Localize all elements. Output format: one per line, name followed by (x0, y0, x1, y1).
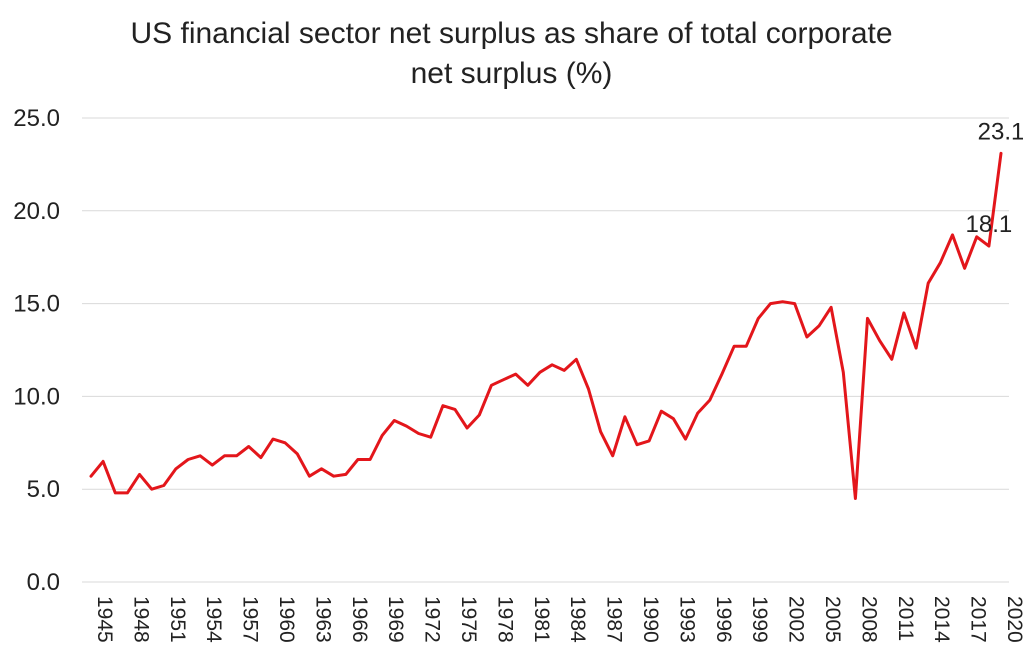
x-tick-label: 1996 (712, 596, 735, 643)
x-tick-label: 1984 (566, 596, 589, 643)
x-tick-label: 2020 (1003, 596, 1023, 643)
y-tick-label: 15.0 (13, 291, 60, 318)
x-tick-label: 1999 (748, 596, 771, 643)
series-line (89, 151, 1003, 500)
x-tick-label: 1987 (603, 596, 626, 643)
x-tick-label: 1945 (93, 596, 116, 643)
x-tick-label: 1954 (202, 596, 225, 643)
x-tick-label: 1993 (675, 596, 698, 643)
x-tick-label: 1975 (457, 596, 480, 643)
y-tick-label: 0.0 (27, 569, 60, 596)
x-tick-label: 2008 (857, 596, 880, 643)
x-tick-label: 2017 (967, 596, 990, 643)
x-tick-label: 2011 (894, 596, 917, 641)
chart-title: US financial sector net surplus as share… (0, 14, 1023, 94)
x-tick-label: 2005 (821, 596, 844, 643)
x-tick-label: 1951 (166, 596, 189, 643)
chart-title-line-1: US financial sector net surplus as share… (130, 17, 893, 50)
chart-title-line-2: net surplus (%) (410, 57, 613, 90)
y-tick-label: 25.0 (13, 105, 60, 132)
series-layer (89, 151, 1003, 500)
x-tick-label: 1978 (493, 596, 516, 643)
y-tick-label: 5.0 (27, 476, 60, 503)
data-label: 18.1 (966, 211, 1013, 238)
data-label: 23.1 (978, 118, 1023, 145)
gridlines (82, 117, 1009, 583)
x-tick-label: 1969 (384, 596, 407, 643)
x-tick-label: 2002 (785, 596, 808, 643)
x-axis-ticks: 1945 1948 1951 1954 1957 1960 1963 1966 1969 1972… (93, 596, 1023, 643)
x-tick-label: 1990 (639, 596, 662, 643)
y-tick-label: 20.0 (13, 198, 60, 225)
x-tick-label: 1957 (239, 596, 262, 643)
x-tick-label: 2014 (930, 596, 953, 643)
x-tick-label: 1966 (348, 596, 371, 643)
data-labels: 18.1 23.1 (966, 118, 1023, 238)
y-axis-ticks: 0.0 5.0 10.0 15.0 20.0 25.0 (13, 105, 60, 596)
x-tick-label: 1972 (421, 596, 444, 643)
x-tick-label: 1948 (129, 596, 152, 643)
x-tick-label: 1963 (311, 596, 334, 643)
x-tick-label: 1960 (275, 596, 298, 643)
y-tick-label: 10.0 (13, 383, 60, 410)
x-tick-label: 1981 (530, 596, 553, 643)
